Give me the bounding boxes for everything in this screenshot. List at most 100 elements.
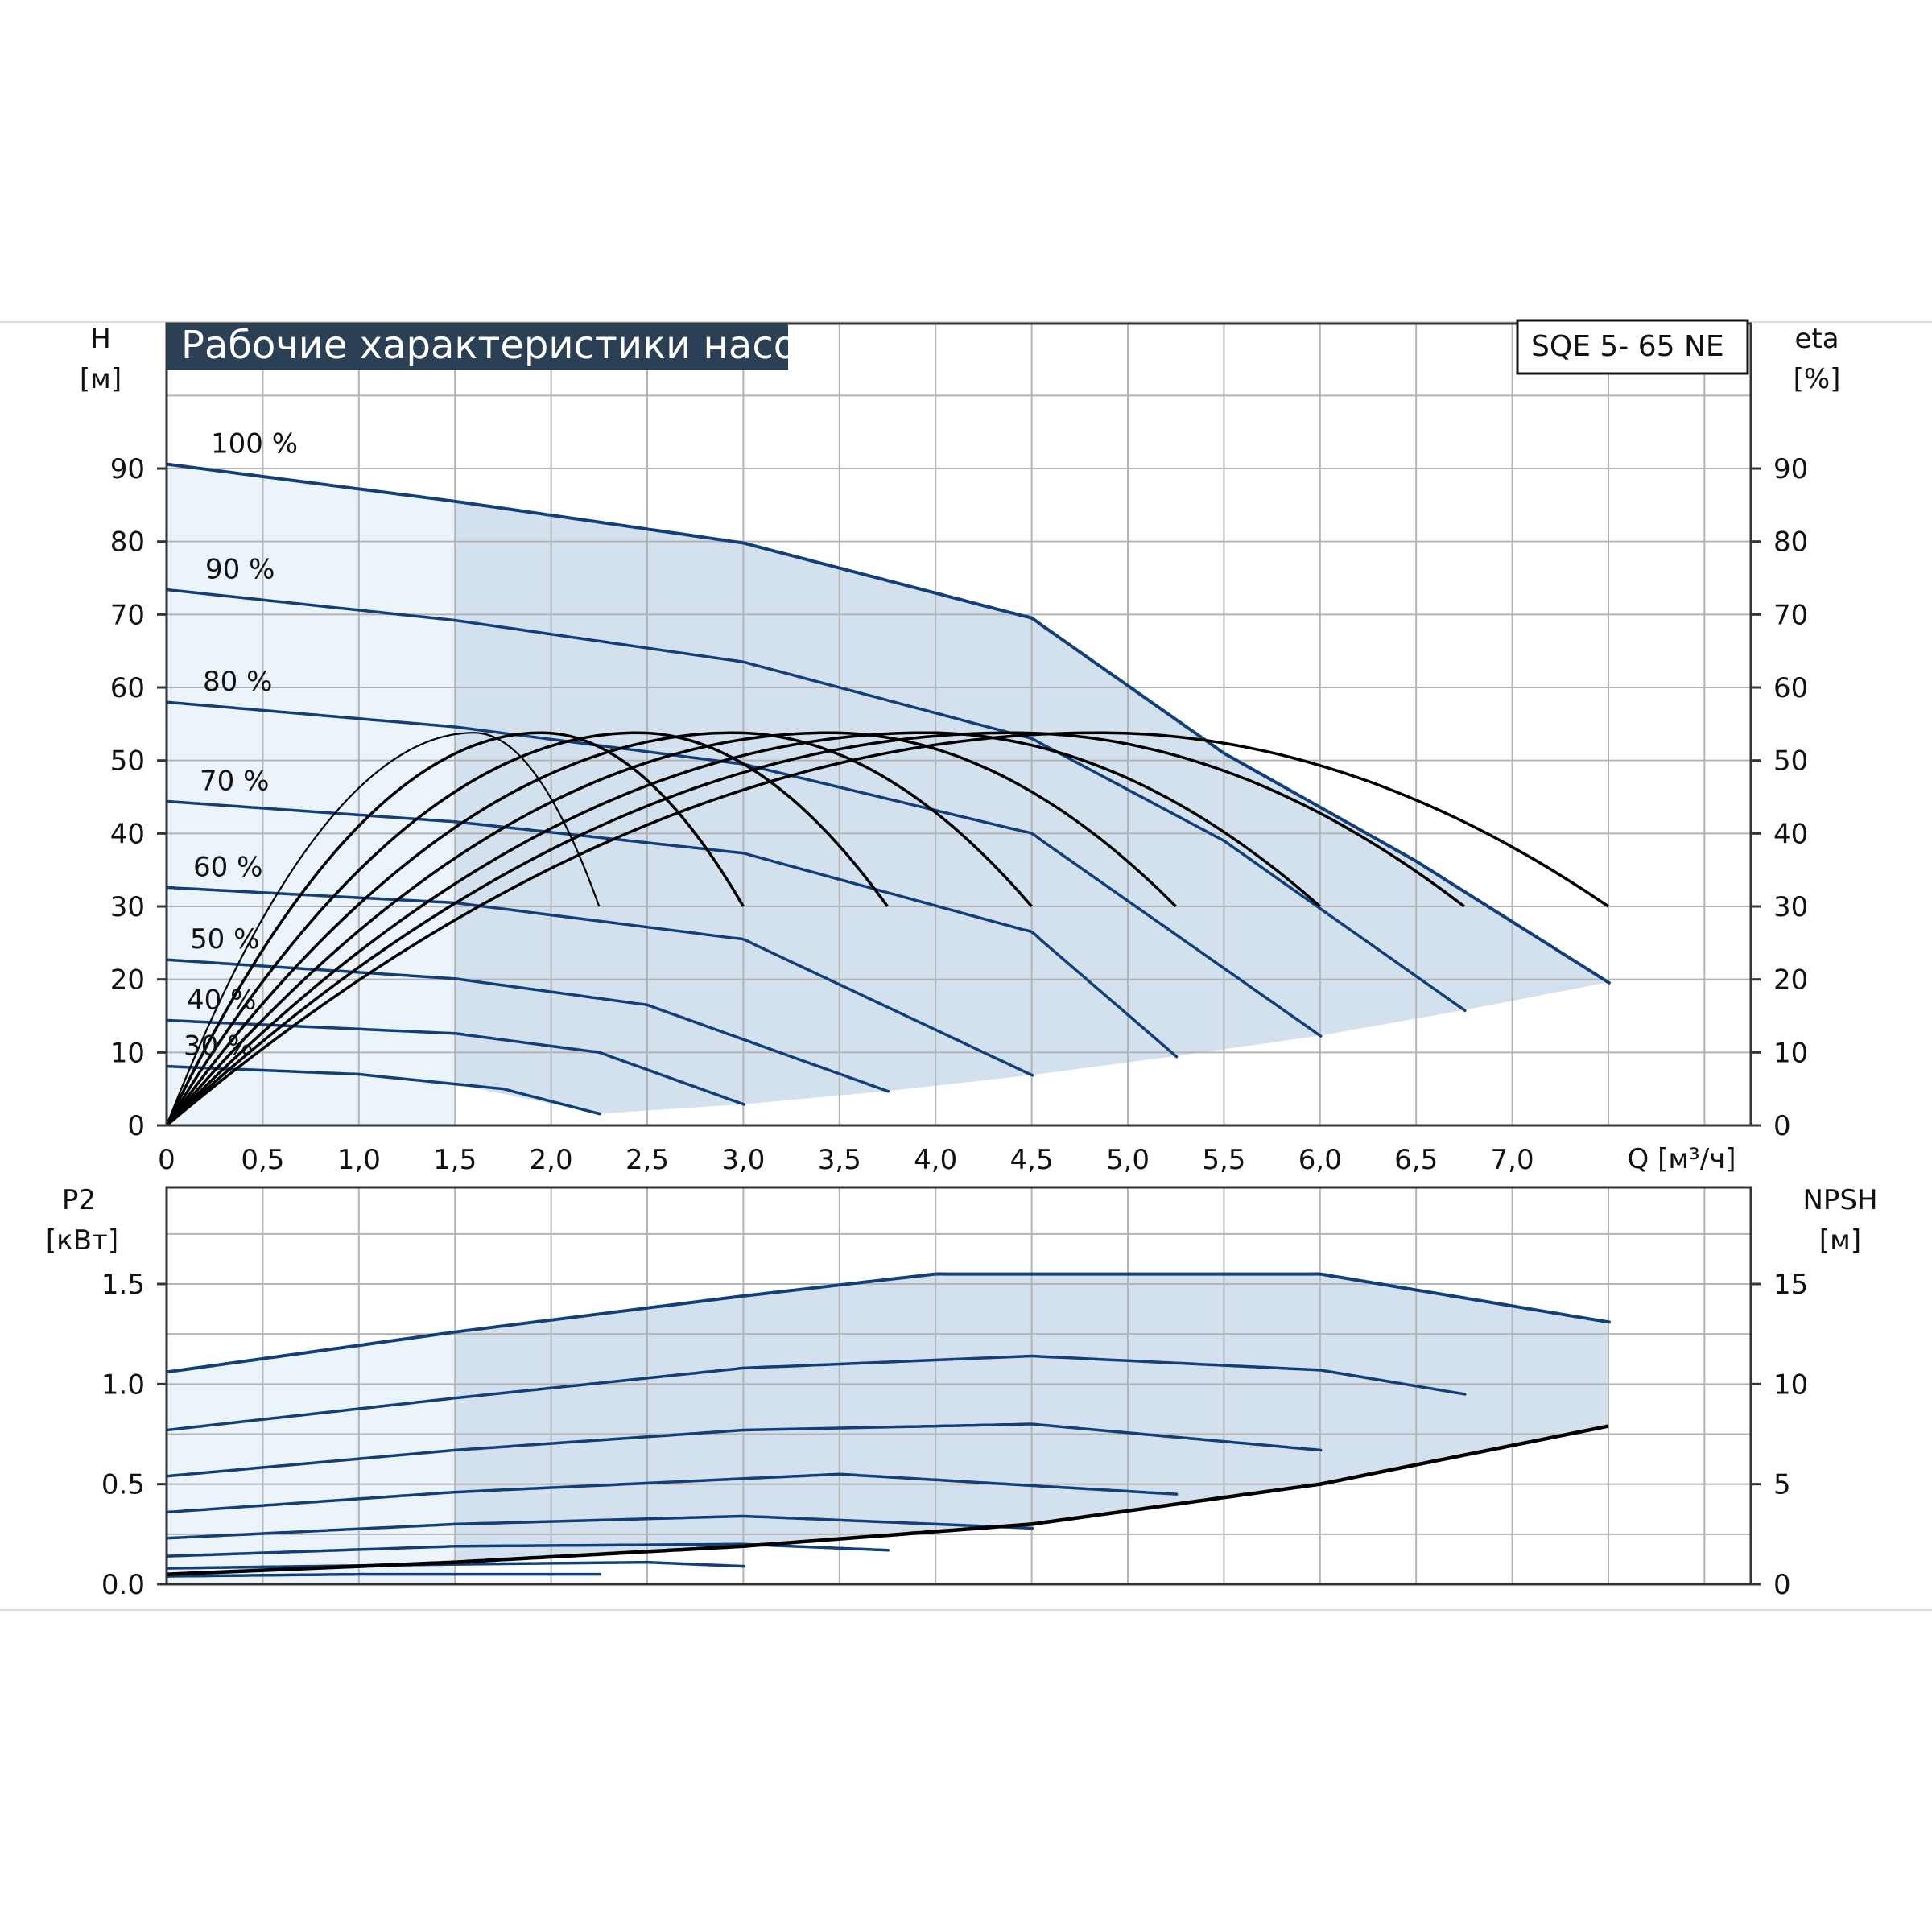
x-tick-label: 6,0: [1298, 1144, 1342, 1176]
speed-label: 50 %: [190, 923, 259, 956]
axis-labels: H [м] eta [%] Q [м³/ч] P2 [кВт] NPSH [м]: [46, 323, 1878, 1257]
head-curve-60pct: [166, 886, 1034, 1077]
head-curve-30pct: [166, 1064, 601, 1116]
x-axis-label: Q [м³/ч]: [1628, 1143, 1736, 1175]
head-curve-100pct: [166, 462, 1611, 985]
y2-tick-label: 0: [1773, 1110, 1791, 1142]
efficiency-curve: [165, 731, 1177, 1127]
head-curves: [166, 462, 1611, 1116]
x-tick-label: 0: [158, 1144, 175, 1176]
y2-tick-label: 70: [1773, 599, 1808, 631]
x-tick-label: 5,5: [1202, 1144, 1245, 1176]
head-plot-frame: [165, 322, 1752, 1127]
y2-axis-symbol: eta: [1794, 323, 1839, 355]
npsh-tick-label: 0: [1773, 1569, 1791, 1601]
npsh-curve-group: [166, 1424, 1609, 1576]
speed-label: 80 %: [203, 666, 272, 698]
power-curve-70pct: [166, 1472, 1179, 1514]
tick-labels: 0 0,5 1,0 1,5 2,0 2,5 3,0 3,5 4,0 4,5 5,0 5,5 6,0 6,5…: [101, 453, 1808, 1601]
x-tick-label: 7,0: [1491, 1144, 1534, 1176]
speed-label: 90 %: [205, 554, 275, 586]
chart-title-box: Рабочие характеристики насоса: [167, 323, 842, 370]
y-tick-label: 60: [110, 672, 145, 704]
y2-tick-label: 60: [1773, 672, 1808, 704]
speed-label: 70 %: [200, 765, 269, 797]
power-curve-80pct: [166, 1422, 1323, 1478]
speed-label: 60 %: [193, 851, 262, 883]
y2-tick-label: 10: [1773, 1037, 1808, 1069]
efficiency-curve: [165, 731, 745, 1126]
power-curve-90pct: [166, 1354, 1467, 1432]
y-tick-label: 10: [110, 1037, 145, 1069]
speed-label: 100 %: [211, 428, 298, 460]
efficiency-curve: [165, 731, 1609, 1127]
y-tick-label: 40: [110, 818, 145, 850]
x-tick-label: 3,5: [818, 1144, 861, 1176]
title-background: [167, 324, 788, 370]
x-tick-label: 2,5: [625, 1144, 669, 1176]
npsh-axis-unit: [м]: [1819, 1224, 1861, 1257]
speed-label: 30 %: [184, 1030, 253, 1063]
power-curve-30pct: [166, 1572, 601, 1578]
efficiency-curve: [165, 731, 1033, 1127]
y-axis-unit: [м]: [80, 363, 122, 395]
efficiency-curves: [165, 731, 1609, 1127]
npsh-axis-symbol: NPSH: [1802, 1184, 1877, 1216]
p2-tick-label: 0.0: [101, 1569, 145, 1601]
p2-axis-symbol: P2: [62, 1184, 96, 1216]
p2-axis-unit: [кВт]: [46, 1224, 118, 1257]
head-curve-50pct: [166, 958, 890, 1093]
npsh-tick-label: 10: [1773, 1368, 1808, 1401]
y2-tick-label: 50: [1773, 745, 1808, 778]
x-tick-label: 2,0: [530, 1144, 573, 1176]
model-label: SQE 5- 65 NE: [1531, 330, 1724, 363]
y-tick-label: 20: [110, 964, 145, 997]
power-curves: [166, 1272, 1611, 1578]
y2-tick-label: 30: [1773, 891, 1808, 923]
y2-axis-unit: [%]: [1794, 363, 1841, 395]
x-tick-label: 1,0: [337, 1144, 381, 1176]
y-tick-label: 80: [110, 526, 145, 559]
y-tick-label: 0: [127, 1110, 145, 1142]
operating-area-fill: [167, 464, 1609, 1125]
y2-tick-label: 20: [1773, 964, 1808, 997]
x-tick-label: 3,0: [721, 1144, 765, 1176]
x-tick-label: 5,0: [1106, 1144, 1150, 1176]
power-area-light: [167, 1331, 456, 1584]
model-border: [1516, 319, 1749, 375]
speed-percent-labels: 100 % 90 % 80 % 70 % 60 % 50 % 40 % 30 %: [184, 428, 298, 1063]
plot-frames: [165, 322, 1752, 1586]
y2-tick-label: 80: [1773, 526, 1808, 559]
efficiency-curve: [165, 732, 601, 1126]
head-curve-40pct: [166, 1018, 746, 1106]
power-curve-100pct: [166, 1272, 1611, 1374]
power-area-fill: [167, 1274, 1609, 1584]
chart-title: Рабочие характеристики насоса: [181, 323, 842, 368]
y-tick-label: 70: [110, 599, 145, 631]
x-tick-label: 4,0: [914, 1144, 957, 1176]
npsh-tick-label: 5: [1773, 1469, 1791, 1501]
head-curve-70pct: [166, 799, 1179, 1059]
power-curve-60pct: [166, 1514, 1034, 1540]
x-tick-label: 1,5: [433, 1144, 477, 1176]
speed-label: 40 %: [187, 984, 256, 1016]
y-axis-symbol: H: [90, 323, 111, 355]
p2-tick-label: 1.0: [101, 1368, 145, 1401]
npsh-curve: [166, 1424, 1609, 1576]
efficiency-curve: [165, 731, 1321, 1127]
y-tick-label: 90: [110, 453, 145, 485]
y2-tick-label: 40: [1773, 818, 1808, 850]
model-box: SQE 5- 65 NE: [1516, 319, 1749, 375]
efficiency-curve: [165, 731, 1465, 1127]
y2-tick-label: 90: [1773, 453, 1808, 485]
power-curve-40pct: [166, 1560, 746, 1570]
x-tick-label: 6,5: [1394, 1144, 1438, 1176]
x-tick-label: 4,5: [1010, 1144, 1054, 1176]
p2-tick-label: 1.5: [101, 1269, 145, 1301]
x-tick-label: 0,5: [241, 1144, 284, 1176]
y-tick-label: 30: [110, 891, 145, 923]
efficiency-curve: [165, 731, 889, 1126]
y-tick-label: 50: [110, 745, 145, 778]
p2-tick-label: 0.5: [101, 1469, 145, 1501]
